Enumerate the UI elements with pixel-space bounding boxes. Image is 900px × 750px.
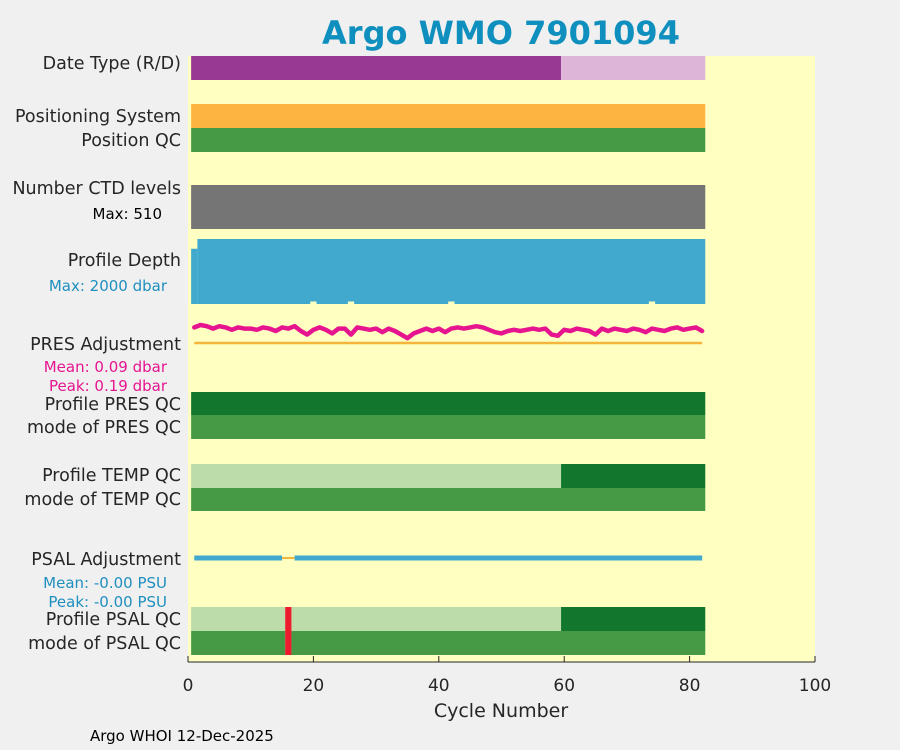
label-profile-temp-qc: Profile TEMP QC [42, 466, 181, 486]
label-psal-adjustment: PSAL Adjustment [31, 550, 181, 570]
ctd-levels-bar-0 [191, 185, 706, 229]
footer-credit: Argo WHOI 12-Dec-2025 [90, 727, 274, 745]
label-profile-psal-qc: Profile PSAL QC [46, 610, 181, 630]
profile-pres-qc-bar-0 [191, 392, 706, 415]
profile-temp-qc-bar-0 [191, 464, 562, 488]
profile-depth-max-label: Max: 2000 dbar [49, 277, 168, 295]
label-profile-depth: Profile Depth [68, 251, 181, 271]
profile-depth-notch-1 [347, 301, 355, 304]
profile-depth-bar-first [191, 248, 198, 304]
mode-psal-qc-bar-0 [191, 631, 286, 655]
mode-psal-qc-bar-2 [291, 631, 706, 655]
profile-psal-qc-bar-3 [561, 607, 706, 631]
pres-adjustment-line [192, 322, 705, 341]
profile-depth-notch-3 [648, 301, 656, 304]
mode-temp-qc-bar-0 [191, 488, 706, 511]
mode-psal-qc-bar-1 [285, 631, 292, 655]
plot-area [188, 56, 815, 662]
psal-peak-label: Peak: -0.00 PSU [48, 593, 167, 611]
date-type-bar-0 [191, 56, 562, 80]
label-mode-pres-qc: mode of PRES QC [27, 418, 181, 438]
x-tick-label-5: 100 [799, 676, 831, 696]
mode-pres-qc-bar-0 [191, 415, 706, 439]
label-pres-adjustment: PRES Adjustment [30, 335, 181, 355]
x-axis-label: Cycle Number [434, 700, 568, 722]
label-profile-pres-qc: Profile PRES QC [45, 395, 181, 415]
x-tick-label-4: 80 [679, 676, 701, 696]
pres-mean-label: Mean: 0.09 dbar [44, 358, 168, 376]
profile-psal-qc-bar-2 [291, 607, 562, 631]
profile-psal-qc-bar-1 [285, 607, 292, 631]
label-position-qc: Position QC [81, 131, 181, 151]
label-date-type: Date Type (R/D) [43, 54, 181, 74]
profile-depth-notch-0 [310, 301, 317, 304]
position-qc-bar-0 [191, 128, 706, 152]
label-positioning-system: Positioning System [15, 107, 181, 127]
x-tick-label-3: 60 [553, 676, 575, 696]
x-tick-label-1: 20 [303, 676, 325, 696]
label-ctd-levels: Number CTD levels [12, 179, 181, 199]
x-tick-label-2: 40 [428, 676, 450, 696]
positioning-system-bar-0 [191, 104, 706, 128]
x-tick-label-0: 0 [183, 676, 194, 696]
label-mode-psal-qc: mode of PSAL QC [28, 634, 181, 654]
profile-depth-notch-2 [448, 301, 455, 304]
pres-peak-label: Peak: 0.19 dbar [49, 377, 168, 395]
ctd-max-label: Max: 510 [93, 205, 162, 223]
profile-psal-qc-bar-0 [191, 607, 286, 631]
psal-mean-label: Mean: -0.00 PSU [43, 574, 167, 592]
label-mode-temp-qc: mode of TEMP QC [24, 490, 181, 510]
profile-depth-bar-main [197, 239, 706, 304]
chart-title: Argo WMO 7901094 [322, 14, 680, 52]
profile-temp-qc-bar-1 [561, 464, 706, 488]
date-type-bar-1 [561, 56, 706, 80]
